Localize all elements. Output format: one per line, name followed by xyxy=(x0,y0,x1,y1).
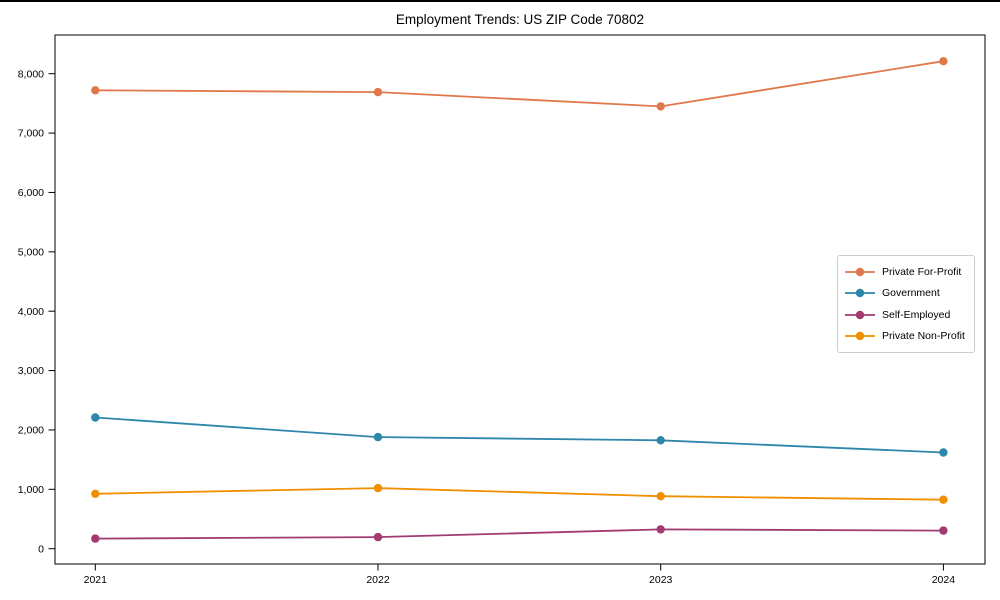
data-point-government xyxy=(373,432,383,442)
data-point-government xyxy=(91,413,100,422)
axes-frame xyxy=(54,34,986,565)
data-point-government xyxy=(939,448,948,457)
series-line-government xyxy=(94,416,945,454)
data-point-private-for-profit xyxy=(656,102,665,111)
series-line-self-employed xyxy=(94,528,945,540)
data-point-private-for-profit xyxy=(373,87,383,97)
y-tick-label: 5,000 xyxy=(18,246,44,258)
data-point-self-employed xyxy=(91,534,100,543)
data-point-private-for-profit xyxy=(91,86,100,95)
data-point-private-non-profit xyxy=(656,492,665,501)
data-point-government xyxy=(656,436,665,445)
legend-marker-icon xyxy=(845,289,875,298)
x-tick-label: 2023 xyxy=(649,574,673,586)
data-point-private-non-profit xyxy=(373,483,383,493)
legend-dot xyxy=(855,310,865,319)
legend-item: Government xyxy=(845,283,965,305)
series-line-private-for-profit xyxy=(94,60,945,108)
legend-dot xyxy=(855,267,865,276)
legend-dot xyxy=(855,332,865,341)
legend-item: Private Non-Profit xyxy=(845,326,965,348)
legend-label: Private Non-Profit xyxy=(882,330,965,343)
y-tick-label: 3,000 xyxy=(18,365,44,377)
legend-item: Private For-Profit xyxy=(845,261,965,283)
y-tick-label: 4,000 xyxy=(18,306,44,318)
y-tick-label: 2,000 xyxy=(18,425,44,437)
y-tick-label: 7,000 xyxy=(18,128,44,140)
data-point-private-for-profit xyxy=(939,57,948,66)
legend-marker-icon xyxy=(845,332,875,341)
x-tick-label: 2021 xyxy=(84,574,108,586)
legend-item: Self-Employed xyxy=(845,304,965,326)
chart-title: Employment Trends: US ZIP Code 70802 xyxy=(395,12,645,27)
series-line-private-non-profit xyxy=(94,487,945,501)
legend-marker-icon xyxy=(845,267,875,276)
x-tick-label: 2024 xyxy=(932,574,956,586)
y-tick-label: 0 xyxy=(38,543,44,555)
legend: Private For-Profit Government Self-Employe… xyxy=(837,255,975,353)
y-tick-label: 1,000 xyxy=(18,484,44,496)
data-point-self-employed xyxy=(656,525,665,534)
x-tick-label: 2022 xyxy=(366,574,390,586)
data-point-private-non-profit xyxy=(939,495,948,504)
legend-dot xyxy=(855,289,865,298)
data-point-self-employed xyxy=(939,526,948,535)
y-tick-label: 8,000 xyxy=(18,68,44,80)
legend-label: Self-Employed xyxy=(882,308,951,321)
legend-label: Government xyxy=(882,287,940,300)
y-tick-label: 6,000 xyxy=(18,187,44,199)
data-point-private-non-profit xyxy=(91,489,100,498)
data-point-self-employed xyxy=(373,532,383,542)
legend-marker-icon xyxy=(845,310,875,319)
legend-label: Private For-Profit xyxy=(882,265,962,278)
